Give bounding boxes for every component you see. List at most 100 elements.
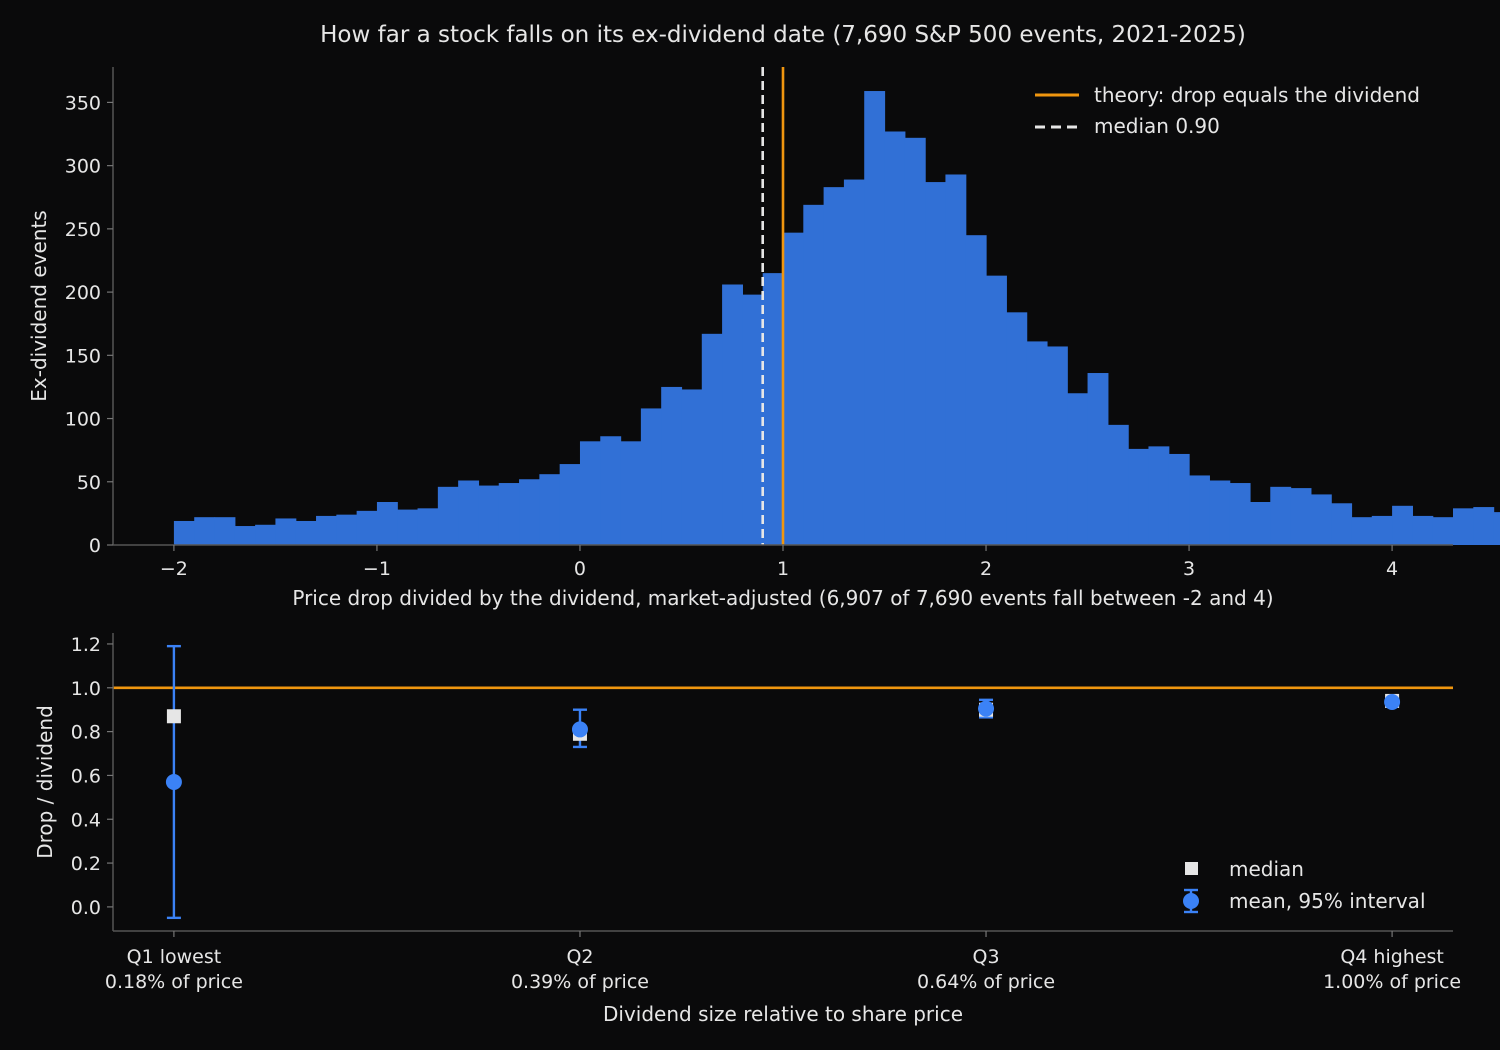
histogram-bar — [498, 483, 520, 545]
histogram-bar — [1046, 346, 1068, 545]
histogram-bar — [1087, 373, 1109, 545]
histogram-bar — [843, 179, 865, 545]
histogram-bar — [1412, 515, 1434, 545]
histogram-bar — [600, 436, 622, 545]
histogram-bar — [945, 174, 967, 546]
y-tick-label: 0.0 — [71, 897, 101, 919]
histogram-bar — [1351, 517, 1373, 545]
histogram-bar — [1229, 483, 1251, 545]
histogram-bar — [620, 441, 642, 545]
histogram-bar — [194, 517, 216, 545]
legend-mean-marker — [1183, 888, 1199, 914]
mean-marker — [571, 721, 588, 738]
category-label: Q3 — [973, 946, 1000, 968]
histogram-bar — [173, 520, 195, 545]
histogram-bar — [722, 284, 743, 545]
quartile-mean-markers — [165, 694, 1401, 790]
mean-marker — [978, 700, 995, 717]
histogram-bar — [579, 441, 601, 545]
histogram-bar — [1067, 393, 1089, 545]
y-tick-label: 0.2 — [71, 853, 101, 875]
histogram-bar — [823, 187, 845, 546]
histogram-bar — [986, 275, 1007, 545]
histogram-bar — [1006, 312, 1028, 545]
histogram-bar — [1128, 448, 1150, 545]
category-label: Q2 — [566, 946, 593, 968]
y-tick-label: 250 — [65, 219, 101, 241]
histogram-x-ticks: −2 −1 0 1 2 3 4 — [160, 545, 1398, 580]
y-tick-label: 0.6 — [71, 765, 101, 787]
histogram-bar — [1453, 508, 1474, 545]
x-tick-label: −1 — [363, 558, 391, 580]
category-sublabel: 0.18% of price — [105, 971, 243, 993]
y-tick-label: 300 — [65, 156, 101, 178]
histogram-bar — [1189, 475, 1210, 545]
histogram-bar — [295, 520, 317, 545]
histogram-legend: theory: drop equals the dividend median … — [1035, 83, 1420, 138]
y-tick-label: 100 — [65, 409, 101, 431]
histogram-bar — [336, 514, 358, 545]
y-tick-label: 0.4 — [71, 809, 101, 831]
histogram-bar — [275, 518, 297, 545]
histogram-bar — [1473, 507, 1495, 545]
category-label: Q1 lowest — [127, 946, 222, 968]
histogram-bar — [1310, 494, 1332, 545]
histogram-bar — [1209, 480, 1231, 545]
histogram-bar — [1148, 446, 1170, 545]
x-tick-label: −2 — [160, 558, 188, 580]
histogram-bars — [173, 91, 1500, 546]
mean-marker — [1384, 694, 1401, 711]
category-label: Q4 highest — [1340, 946, 1444, 968]
x-tick-label: 3 — [1183, 558, 1195, 580]
quartile-x-axis-title: Dividend size relative to share price — [603, 1002, 963, 1026]
legend-theory-label: theory: drop equals the dividend — [1094, 83, 1420, 107]
histogram-bar — [1392, 505, 1413, 545]
histogram-bar — [803, 204, 825, 545]
chart-title: How far a stock falls on its ex-dividend… — [320, 22, 1246, 48]
histogram-bar — [965, 235, 987, 545]
histogram-bar — [234, 526, 256, 545]
histogram-bar — [417, 508, 439, 545]
histogram-bar — [356, 510, 378, 545]
histogram-bar — [762, 273, 784, 545]
histogram-bar — [539, 474, 561, 545]
legend-mean-dot — [1183, 893, 1199, 909]
category-sublabel: 1.00% of price — [1323, 971, 1461, 993]
y-tick-label: 0.8 — [71, 722, 101, 744]
legend-median-label: median 0.90 — [1094, 114, 1220, 138]
histogram-panel: −2 −1 0 1 2 3 4 0 50 100 150 200 250 300 350 Price dr… — [27, 67, 1500, 610]
histogram-bar — [1107, 424, 1129, 545]
histogram-bar — [1331, 503, 1353, 545]
y-tick-label: 150 — [65, 345, 101, 367]
quartile-legend: median mean, 95% interval — [1183, 857, 1426, 914]
x-tick-label: 0 — [574, 558, 586, 580]
histogram-bar — [1290, 488, 1312, 545]
histogram-x-axis-title: Price drop divided by the dividend, mark… — [292, 586, 1273, 610]
histogram-bar — [397, 509, 419, 545]
median-marker — [166, 709, 181, 724]
histogram-bar — [1371, 515, 1393, 545]
histogram-bar — [1026, 341, 1048, 545]
histogram-bar — [519, 479, 540, 545]
histogram-bar — [640, 408, 662, 545]
legend-median-series-label: median — [1229, 857, 1304, 881]
y-tick-label: 350 — [65, 92, 101, 114]
histogram-bar — [904, 137, 926, 545]
histogram-y-axis-title: Ex-dividend events — [27, 210, 51, 401]
legend-mean-series-label: mean, 95% interval — [1229, 889, 1426, 913]
quartile-panel: Q1 lowest 0.18% of price Q2 0.39% of price Q… — [33, 633, 1461, 1026]
histogram-bar — [864, 91, 886, 545]
x-tick-label: 1 — [777, 558, 789, 580]
histogram-bar — [478, 485, 500, 545]
category-sublabel: 0.39% of price — [511, 971, 649, 993]
histogram-bar — [1168, 453, 1190, 545]
y-tick-label: 50 — [77, 472, 101, 494]
histogram-reference-lines — [761, 67, 785, 545]
quartile-y-ticks: 0.0 0.2 0.4 0.6 0.8 1.0 1.2 — [71, 634, 113, 919]
histogram-bar — [255, 524, 277, 545]
x-tick-label: 4 — [1386, 558, 1398, 580]
category-sublabel: 0.64% of price — [917, 971, 1055, 993]
histogram-bar — [1249, 502, 1271, 545]
histogram-bar — [742, 294, 764, 545]
